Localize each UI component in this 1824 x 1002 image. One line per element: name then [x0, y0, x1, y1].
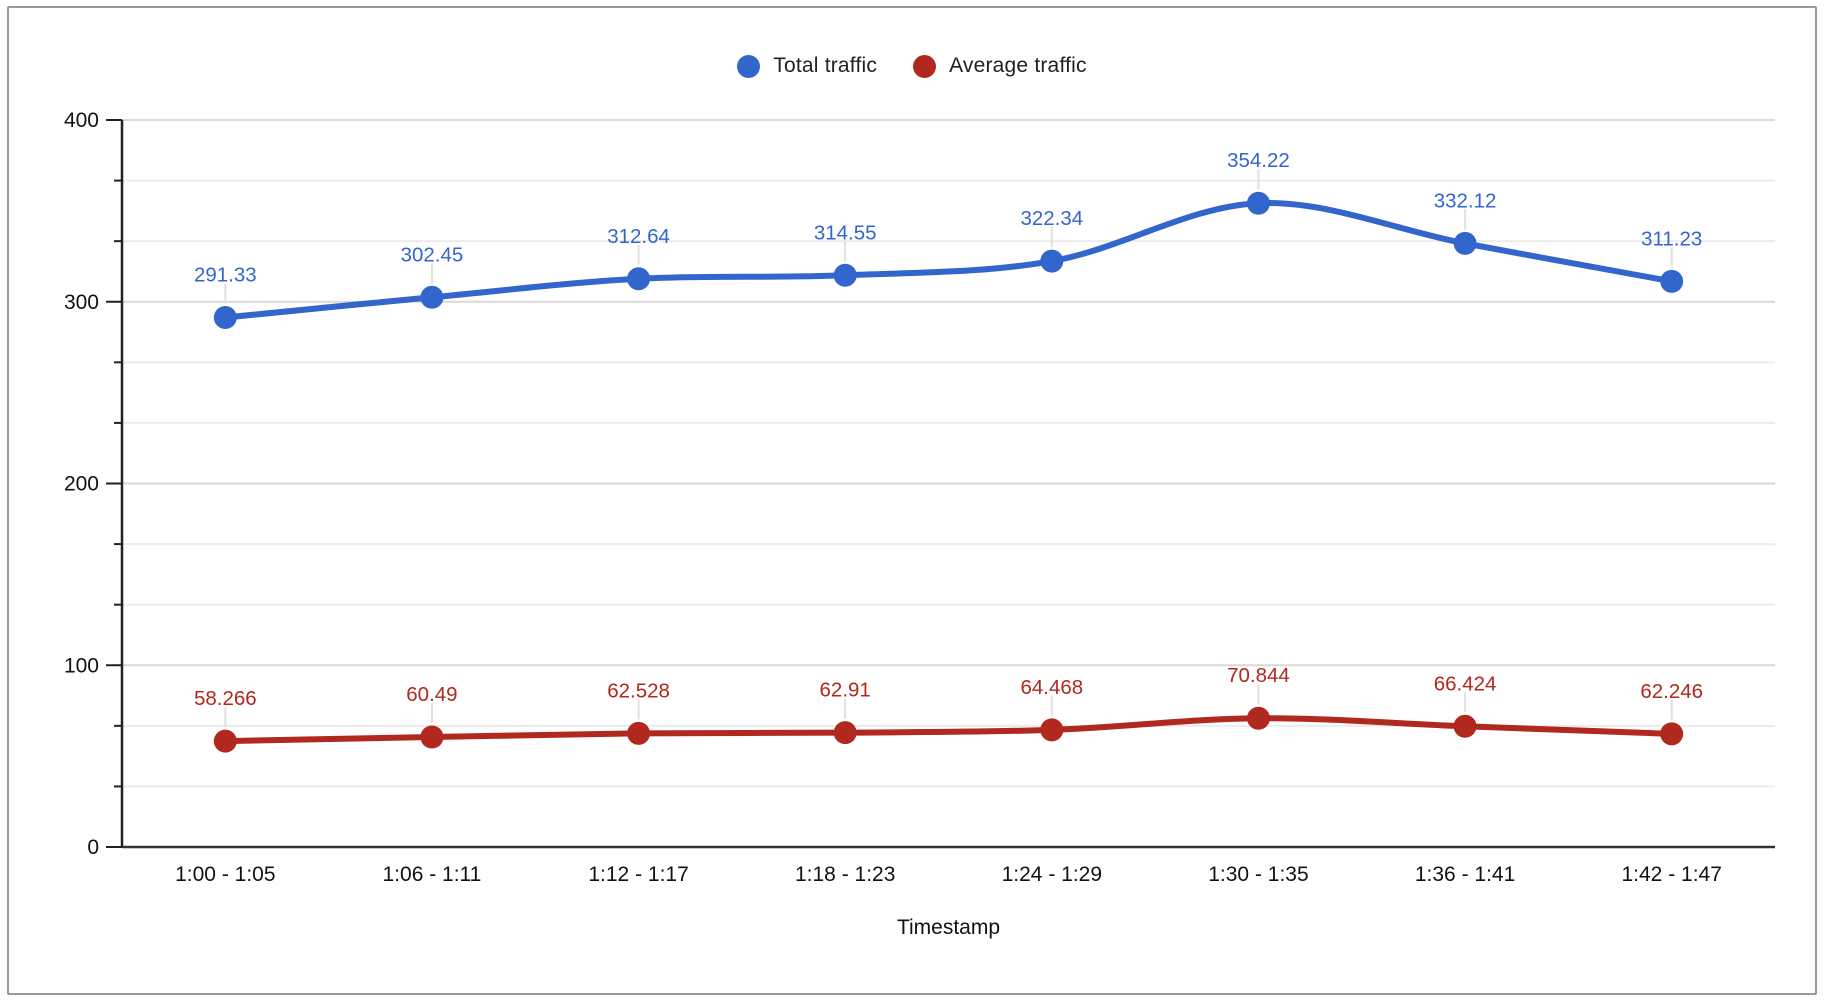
- x-axis-labels: 1:00 - 1:05 1:06 - 1:11 1:12 - 1:17 1:18 - …: [175, 863, 1722, 886]
- data-label: 311.23: [1641, 227, 1702, 250]
- data-point-marker: [420, 285, 444, 309]
- x-tick-label: 1:24 - 1:29: [1002, 863, 1102, 886]
- y-tick-label: 100: [64, 654, 99, 677]
- data-label: 64.468: [1020, 676, 1083, 699]
- data-point-marker: [627, 267, 651, 291]
- data-label: 70.844: [1227, 664, 1290, 687]
- y-tick-label: 0: [87, 836, 99, 859]
- data-point-marker: [1660, 269, 1684, 293]
- data-point-marker: [1246, 706, 1270, 730]
- x-tick-label: 1:06 - 1:11: [383, 863, 482, 886]
- data-label: 66.424: [1434, 672, 1497, 695]
- x-tick-label: 1:18 - 1:23: [795, 863, 895, 886]
- data-label: 314.55: [814, 221, 877, 244]
- data-point-marker: [420, 725, 444, 749]
- data-point-marker: [213, 306, 237, 330]
- legend-item-total-traffic: Total traffic: [737, 54, 877, 78]
- axes: [120, 120, 1775, 849]
- x-tick-label: 1:36 - 1:41: [1415, 863, 1515, 886]
- y-tick-label: 200: [64, 473, 99, 496]
- series-0-line: [222, 200, 1675, 321]
- y-tick-label: 400: [64, 109, 99, 132]
- series-0-markers: [213, 191, 1684, 330]
- minor-gridlines: [114, 179, 1775, 788]
- data-label: 58.266: [194, 687, 257, 710]
- x-axis-title: Timestamp: [896, 916, 1001, 939]
- data-point-marker: [833, 263, 857, 287]
- legend-label-total-traffic: Total traffic: [773, 54, 878, 77]
- series-1-markers: [213, 706, 1684, 753]
- data-label: 302.45: [401, 243, 464, 266]
- data-label: 62.246: [1640, 680, 1703, 703]
- data-point-marker: [1040, 249, 1064, 273]
- data-label: 322.34: [1020, 207, 1083, 230]
- series-0-leader-lines: [224, 169, 1673, 304]
- x-tick-label: 1:00 - 1:05: [175, 863, 275, 886]
- x-tick-label: 1:42 - 1:47: [1621, 863, 1721, 886]
- x-tick-label: 1:30 - 1:35: [1208, 863, 1308, 886]
- chart-legend: Total traffic Average traffic: [0, 54, 1824, 78]
- data-label: 312.64: [607, 225, 670, 248]
- data-point-marker: [627, 721, 651, 745]
- series-1-data-labels: 58.266 60.49 62.528 62.91 64.468 70.844 66.424…: [194, 664, 1703, 710]
- series-1-line: [222, 715, 1675, 745]
- data-point-marker: [1660, 722, 1684, 746]
- data-point-marker: [1453, 714, 1477, 738]
- total-traffic-legend-dot-icon: [737, 54, 761, 78]
- data-label: 62.91: [820, 679, 871, 702]
- data-point-marker: [1246, 191, 1270, 215]
- data-label: 354.22: [1227, 149, 1290, 172]
- data-label: 60.49: [406, 683, 457, 706]
- major-gridlines: 0 100 200 300 400: [64, 109, 1775, 859]
- y-tick-label: 300: [64, 291, 99, 314]
- data-label: 291.33: [194, 264, 257, 287]
- data-label: 332.12: [1434, 189, 1497, 212]
- legend-label-average-traffic: Average traffic: [949, 54, 1087, 77]
- legend-item-average-traffic: Average traffic: [913, 54, 1087, 78]
- data-point-marker: [1040, 718, 1064, 742]
- chart-frame-border: [7, 6, 1817, 995]
- x-tick-label: 1:12 - 1:17: [588, 863, 688, 886]
- data-point-marker: [1453, 231, 1477, 255]
- series-1-leader-lines: [224, 684, 1673, 728]
- data-point-marker: [833, 721, 857, 745]
- data-label: 62.528: [607, 679, 670, 702]
- series-0-data-labels: 291.33 302.45 312.64 314.55 322.34 354.22 332.…: [194, 149, 1702, 286]
- average-traffic-legend-dot-icon: [913, 54, 937, 78]
- data-point-marker: [213, 729, 237, 753]
